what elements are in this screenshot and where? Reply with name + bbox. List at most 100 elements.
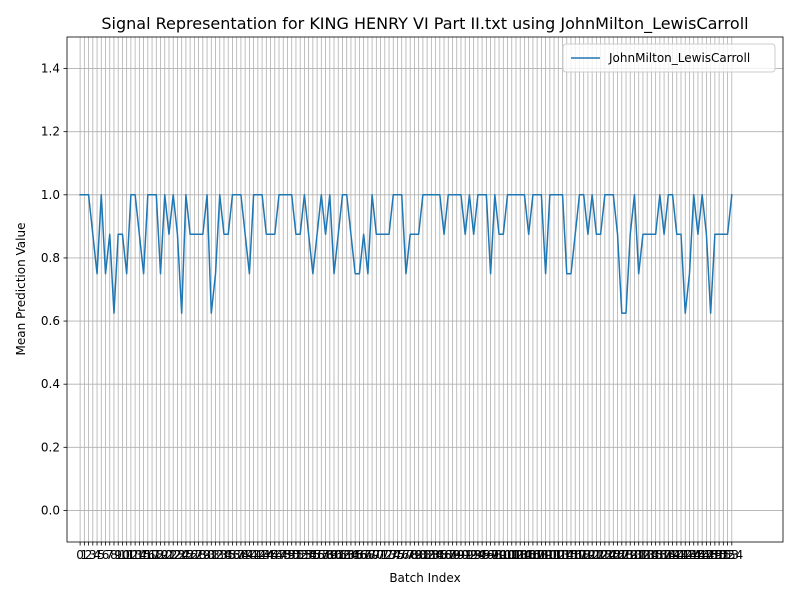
x-tick-label: 50 [284, 548, 299, 562]
x-tick-label: 8 [110, 548, 118, 562]
x-tick-label: 116 [560, 548, 583, 562]
x-tick-label: 43 [254, 548, 269, 562]
legend-label: JohnMilton_LewisCarroll [608, 51, 750, 65]
x-tick-label: 110 [534, 548, 557, 562]
x-tick-label: 27 [187, 548, 202, 562]
x-tick-label: 78 [403, 548, 418, 562]
chart-title: Signal Representation for KING HENRY VI … [101, 14, 748, 34]
x-tick-label: 135 [640, 548, 663, 562]
x-tick-label: 15 [136, 548, 151, 562]
x-tick-label: 114 [551, 548, 574, 562]
x-tick-label: 65 [348, 548, 363, 562]
x-tick-label: 124 [593, 548, 616, 562]
y-tick-label: 1.2 [41, 125, 60, 139]
x-tick-label: 52 [293, 548, 308, 562]
x-tick-label: 140 [661, 548, 684, 562]
x-tick-label: 107 [521, 548, 544, 562]
x-tick-label: 104 [509, 548, 532, 562]
x-tick-label: 41 [246, 548, 261, 562]
legend: JohnMilton_LewisCarroll [562, 43, 776, 73]
x-tick-label: 28 [191, 548, 206, 562]
x-tick-label: 36 [225, 548, 240, 562]
x-tick-label: 144 [678, 548, 701, 562]
x-tick-label: 118 [568, 548, 591, 562]
x-tick-label: 85 [432, 548, 447, 562]
x-tick-label: 51 [288, 548, 303, 562]
x-tick-label: 54 [301, 548, 316, 562]
x-tick-label: 96 [479, 548, 494, 562]
x-tick-label: 12 [123, 548, 138, 562]
y-tick-label: 0.8 [41, 251, 60, 265]
x-tick-label: 83 [424, 548, 439, 562]
x-tick-label: 76 [394, 548, 409, 562]
x-tick-label: 49 [280, 548, 295, 562]
x-tick-label: 128 [610, 548, 633, 562]
x-tick-label: 146 [686, 548, 709, 562]
x-tick-label: 82 [419, 548, 434, 562]
x-tick-label: 72 [377, 548, 392, 562]
x-tick-label: 42 [250, 548, 265, 562]
y-tick-label: 0.2 [41, 440, 60, 454]
legend-box [562, 43, 776, 73]
x-tick-label: 108 [526, 548, 549, 562]
x-tick-label: 53 [297, 548, 312, 562]
x-tick-label: 132 [627, 548, 650, 562]
x-tick-label: 25 [178, 548, 193, 562]
x-tick-label: 152 [712, 548, 735, 562]
x-tick-label: 88 [445, 548, 460, 562]
x-tick-label: 92 [462, 548, 477, 562]
x-tick-label: 143 [674, 548, 697, 562]
x-tick-label: 62 [335, 548, 350, 562]
x-tick-label: 34 [216, 548, 231, 562]
x-tick-label: 119 [572, 548, 595, 562]
x-tick-label: 93 [466, 548, 481, 562]
x-tick-label: 31 [204, 548, 219, 562]
x-tick-label: 141 [665, 548, 688, 562]
x-tick-label: 40 [242, 548, 257, 562]
x-tick-label: 111 [538, 548, 561, 562]
x-tick-label: 29 [195, 548, 210, 562]
x-tick-label: 81 [415, 548, 430, 562]
x-tick-label: 44 [259, 548, 274, 562]
x-tick-label: 109 [530, 548, 553, 562]
x-tick-label: 16 [140, 548, 155, 562]
x-tick-label: 10 [115, 548, 130, 562]
x-tick-label: 48 [276, 548, 291, 562]
series-layer [79, 193, 733, 314]
x-tick-label: 61 [331, 548, 346, 562]
x-tick-label: 122 [585, 548, 608, 562]
x-tick-label: 102 [500, 548, 523, 562]
x-tick-label: 90 [453, 548, 468, 562]
x-tick-label: 45 [263, 548, 278, 562]
x-tick-label: 56 [309, 548, 324, 562]
y-tick-label: 0.6 [41, 314, 60, 328]
x-tick-label: 98 [487, 548, 502, 562]
x-tick-label: 145 [682, 548, 705, 562]
x-tick-label: 79 [407, 548, 422, 562]
x-tick-label: 37 [229, 548, 244, 562]
x-tick-label: 3 [89, 548, 97, 562]
x-tick-label: 105 [513, 548, 536, 562]
x-tick-label: 123 [589, 548, 612, 562]
plot-frame [66, 36, 784, 543]
x-tick-label: 67 [356, 548, 371, 562]
x-tick-label: 66 [352, 548, 367, 562]
x-tick-label: 103 [505, 548, 528, 562]
x-tick-label: 58 [318, 548, 333, 562]
x-tick-label: 19 [153, 548, 168, 562]
x-tick-label: 14 [132, 548, 147, 562]
x-tick-label: 38 [233, 548, 248, 562]
y-tick-label: 0.0 [41, 503, 60, 517]
x-tick-label: 99 [491, 548, 506, 562]
x-tick-label: 69 [364, 548, 379, 562]
x-tick-label: 149 [699, 548, 722, 562]
x-tick-label: 1 [81, 548, 89, 562]
x-tick-label: 11 [119, 548, 134, 562]
x-tick-label: 70 [369, 548, 384, 562]
x-tick-label: 117 [564, 548, 587, 562]
x-tick-label: 148 [695, 548, 718, 562]
x-tick-label: 150 [703, 548, 726, 562]
x-tick-label: 121 [581, 548, 604, 562]
x-tick-label: 151 [708, 548, 731, 562]
x-tick-label: 131 [623, 548, 646, 562]
